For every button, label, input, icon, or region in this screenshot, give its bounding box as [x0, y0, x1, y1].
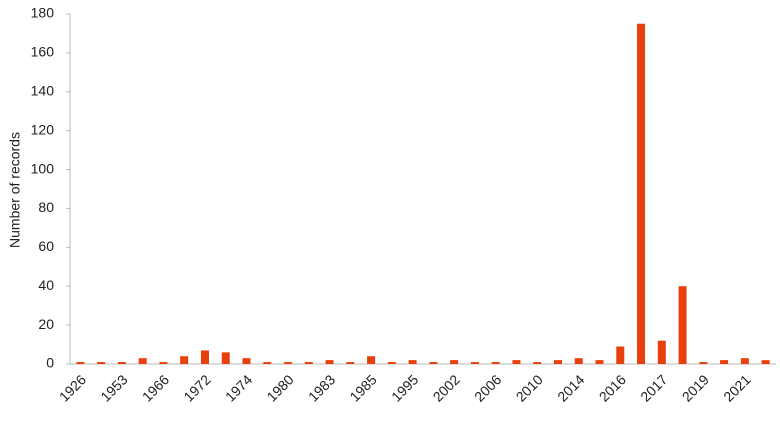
bar [138, 358, 147, 364]
bar [284, 362, 293, 364]
x-tick-label: 1926 [56, 371, 89, 404]
bar [263, 362, 272, 364]
bar [761, 360, 770, 364]
bar [76, 362, 85, 364]
x-tick-label: 2016 [596, 371, 629, 404]
y-tick-label: 60 [38, 238, 54, 254]
x-tick-label: 2019 [679, 371, 712, 404]
y-tick-label: 180 [31, 5, 55, 21]
bar [637, 23, 646, 364]
bar [180, 356, 189, 364]
bar [553, 360, 562, 364]
y-tick-label: 40 [38, 277, 54, 293]
bar [470, 362, 479, 364]
bar [616, 346, 625, 364]
x-tick-label: 1972 [180, 371, 213, 404]
bar [491, 362, 500, 364]
x-tick-label: 2002 [430, 371, 463, 404]
x-tick-label: 2006 [471, 371, 504, 404]
bar [346, 362, 355, 364]
y-tick-label: 160 [31, 44, 55, 60]
bar [97, 362, 106, 364]
bar [429, 362, 438, 364]
bar [304, 362, 313, 364]
bar [408, 360, 417, 364]
bar [159, 362, 168, 364]
y-tick-label: 100 [31, 160, 55, 176]
bar [221, 352, 230, 364]
bar [242, 358, 251, 364]
x-tick-label: 1985 [346, 371, 379, 404]
y-tick-label: 120 [31, 121, 55, 137]
y-axis-title: Number of records [7, 132, 23, 248]
x-tick-label: 2014 [554, 371, 587, 404]
bar [512, 360, 521, 364]
bar [595, 360, 604, 364]
bar [450, 360, 459, 364]
y-tick-label: 140 [31, 82, 55, 98]
bar [533, 362, 542, 364]
x-tick-label: 1995 [388, 371, 421, 404]
bar [740, 358, 749, 364]
bar [367, 356, 376, 364]
bar [699, 362, 708, 364]
x-tick-label: 2021 [720, 371, 753, 404]
bar [200, 350, 209, 364]
x-tick-label: 1974 [222, 371, 255, 404]
bar [657, 340, 666, 364]
x-tick-label: 2010 [513, 371, 546, 404]
y-tick-label: 20 [38, 316, 54, 332]
x-tick-label: 1983 [305, 371, 338, 404]
y-tick-label: 0 [46, 355, 54, 371]
x-tick-label: 2017 [637, 371, 670, 404]
bar [574, 358, 583, 364]
bar [325, 360, 334, 364]
bar [678, 286, 687, 364]
x-tick-label: 1980 [263, 371, 296, 404]
bar [117, 362, 126, 364]
x-tick-label: 1966 [139, 371, 172, 404]
bar [720, 360, 729, 364]
x-tick-label: 1953 [97, 371, 130, 404]
y-tick-label: 80 [38, 199, 54, 215]
bar [387, 362, 396, 364]
